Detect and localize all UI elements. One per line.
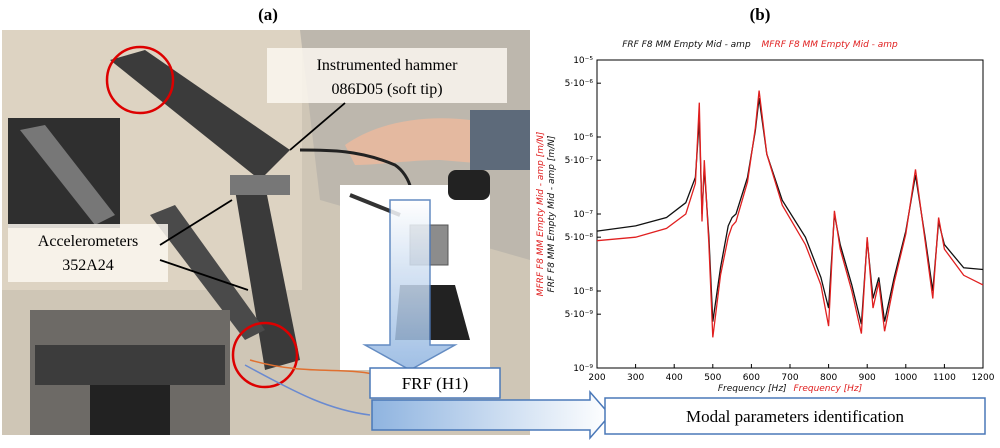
title-part: FRF F8 MM Empty Mid - amp (622, 40, 751, 50)
x-tick-label: 800 (820, 373, 837, 383)
y-axis-label: FRF F8 MM Empty Mid - amp [m/N] (547, 135, 557, 292)
panel-label: (a) (258, 5, 278, 24)
plot: 200 300 400 500 600 700 800 900 1000 1100 1200 10⁻⁵… (565, 56, 995, 383)
hammer-label: 086D05 (soft tip) (331, 81, 442, 98)
series-line (596, 98, 984, 325)
callout-box (8, 224, 168, 282)
y-tick-label: 10⁻⁸ (573, 287, 593, 297)
y-tick-label: 10⁻⁷ (573, 210, 593, 220)
panel-label: (b) (750, 5, 771, 24)
y-tick-label: 10⁻⁹ (573, 364, 593, 374)
y-tick-label: 5·10⁻⁶ (565, 79, 594, 89)
y-tick-label: 5·10⁻⁸ (565, 233, 594, 243)
title-part: MFRF F8 MM Empty Mid - amp (762, 40, 899, 50)
hammer-label: Instrumented hammer (317, 57, 459, 74)
modal-label: Modal parameters identification (686, 407, 905, 426)
modal-box (604, 397, 986, 435)
x-label-part: Frequency [Hz] (718, 384, 787, 394)
y-tick-label: 5·10⁻⁷ (565, 156, 594, 166)
x-axis-label: Frequency [Hz] Frequency [Hz] (718, 384, 863, 394)
x-tick-label: 300 (627, 373, 644, 383)
callout-arrow (289, 102, 346, 151)
accelerometer-label: 352A24 (62, 257, 114, 274)
x-tick-label: 700 (781, 373, 798, 383)
series-line (596, 90, 984, 338)
x-tick-label: 600 (743, 373, 760, 383)
y-tick-label: 10⁻⁵ (573, 56, 593, 66)
y-tick-label: 10⁻⁶ (573, 133, 593, 143)
x-label-part: Frequency [Hz] (793, 384, 862, 394)
callout-arrow (159, 199, 249, 291)
frf-box (369, 367, 501, 399)
x-tick-label: 200 (588, 373, 605, 383)
x-tick-label: 500 (704, 373, 721, 383)
y-tick-label: 5·10⁻⁹ (565, 310, 594, 320)
chart-title: FRF F8 MM Empty Mid - amp MFRF F8 MM Emp… (622, 40, 898, 50)
x-tick-label: 400 (666, 373, 683, 383)
frf-label: FRF (H1) (402, 374, 469, 393)
y-axis-label: MFRF F8 MM Empty Mid - amp [m/N] (536, 131, 546, 296)
x-tick-label: 900 (859, 373, 876, 383)
plot-frame (596, 59, 984, 369)
x-tick-label: 1200 (972, 373, 995, 383)
accelerometer-label: Accelerometers (38, 233, 138, 250)
flow-arrow (371, 389, 611, 441)
x-tick-label: 1000 (894, 373, 917, 383)
x-tick-label: 1100 (933, 373, 956, 383)
callout-box (267, 48, 507, 103)
